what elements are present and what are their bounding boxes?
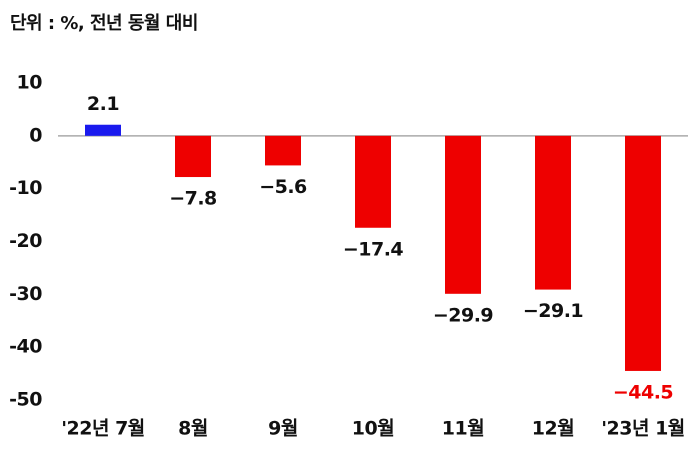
bar bbox=[265, 135, 301, 166]
y-tick-label: -50 bbox=[9, 389, 42, 411]
bar bbox=[445, 135, 481, 294]
x-tick-label: 11월 bbox=[442, 418, 484, 440]
x-tick-label: 10월 bbox=[352, 418, 394, 440]
x-tick-label: '23년 1월 bbox=[601, 418, 685, 440]
value-label: 2.1 bbox=[87, 93, 119, 115]
y-tick-label: -20 bbox=[9, 230, 42, 252]
y-tick-label: 0 bbox=[29, 124, 42, 146]
x-tick-label: 12월 bbox=[532, 418, 574, 440]
x-tick-label: 9월 bbox=[268, 418, 298, 440]
bar bbox=[625, 135, 661, 371]
value-label: −17.4 bbox=[343, 238, 404, 260]
y-tick-label: -30 bbox=[9, 283, 42, 305]
bar bbox=[175, 135, 211, 178]
bar bbox=[355, 135, 391, 228]
chart-title: 단위 : %, 전년 동월 대비 bbox=[10, 13, 198, 34]
y-tick-label: -40 bbox=[9, 336, 42, 358]
y-tick-label: 10 bbox=[17, 72, 43, 94]
value-label: −29.9 bbox=[433, 304, 493, 326]
bar bbox=[85, 124, 121, 136]
value-label: −44.5 bbox=[613, 381, 673, 403]
value-label: −29.1 bbox=[523, 300, 583, 322]
bar bbox=[535, 135, 571, 290]
x-tick-label: '22년 7월 bbox=[61, 418, 145, 440]
y-tick-label: -10 bbox=[9, 177, 42, 199]
value-label: −5.6 bbox=[259, 176, 307, 198]
value-label: −7.8 bbox=[169, 188, 217, 210]
x-tick-label: 8월 bbox=[178, 418, 208, 440]
